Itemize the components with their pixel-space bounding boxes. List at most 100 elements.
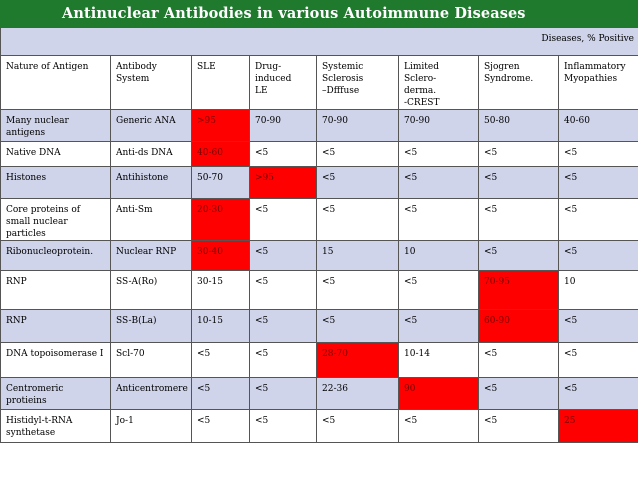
value-cell: <5 bbox=[191, 342, 250, 378]
antibody-cell: Jo-1 bbox=[110, 409, 192, 443]
title-bar: Antinuclear Antibodies in various Autoim… bbox=[0, 0, 638, 27]
antigen-cell: RNP bbox=[0, 309, 111, 343]
value-cell: 50-70 bbox=[191, 166, 250, 199]
value-cell: <5 bbox=[316, 309, 399, 343]
diseases-header: Diseases, % Positive bbox=[0, 27, 638, 56]
column-header: Antibody System bbox=[110, 55, 192, 110]
value-cell: <5 bbox=[249, 198, 317, 241]
antibody-cell: SS-A(Ro) bbox=[110, 270, 192, 310]
table-row: RNP SS-B(La) 10-15 <5 <5 <5 60-90 <5 bbox=[0, 309, 638, 343]
antigen-cell: Ribonucleoprotein. bbox=[0, 240, 111, 271]
value-cell: <5 bbox=[316, 141, 399, 167]
column-header: Limited Sclero- derma. -CREST bbox=[398, 55, 479, 110]
ana-table: Diseases, % Positive Nature of Antigen An… bbox=[0, 27, 638, 443]
value-cell: <5 bbox=[191, 377, 250, 410]
value-cell: <5 bbox=[478, 240, 559, 271]
highlighted-value-cell: >95 bbox=[249, 166, 317, 199]
antigen-cell: DNA topoisomerase I bbox=[0, 342, 111, 378]
value-cell: <5 bbox=[558, 377, 638, 410]
antibody-cell: Generic ANA bbox=[110, 109, 192, 142]
value-cell: <5 bbox=[478, 377, 559, 410]
highlighted-value-cell: 60-90 bbox=[478, 309, 559, 343]
antibody-cell: SS-B(La) bbox=[110, 309, 192, 343]
table-row: Many nuclear antigens Generic ANA >95 70-90… bbox=[0, 109, 638, 142]
value-cell: <5 bbox=[249, 377, 317, 410]
table-row: Core proteins of small nuclear particles… bbox=[0, 198, 638, 241]
antigen-cell: Native DNA bbox=[0, 141, 111, 167]
antigen-cell: Centromeric protieins bbox=[0, 377, 111, 410]
value-cell: <5 bbox=[398, 198, 479, 241]
value-cell: <5 bbox=[398, 141, 479, 167]
highlighted-value-cell: 40-60 bbox=[191, 141, 250, 167]
value-cell: <5 bbox=[558, 198, 638, 241]
value-cell: <5 bbox=[478, 342, 559, 378]
value-cell: <5 bbox=[558, 309, 638, 343]
value-cell: <5 bbox=[316, 270, 399, 310]
value-cell: <5 bbox=[249, 240, 317, 271]
value-cell: 70-90 bbox=[249, 109, 317, 142]
value-cell: 70-90 bbox=[316, 109, 399, 142]
value-cell: <5 bbox=[478, 409, 559, 443]
value-cell: <5 bbox=[558, 141, 638, 167]
value-cell: <5 bbox=[478, 198, 559, 241]
value-cell: <5 bbox=[249, 309, 317, 343]
value-cell: <5 bbox=[398, 270, 479, 310]
value-cell: <5 bbox=[478, 141, 559, 167]
value-cell: <5 bbox=[316, 409, 399, 443]
antigen-cell: Core proteins of small nuclear particles bbox=[0, 198, 111, 241]
antibody-cell: Anti-Sm bbox=[110, 198, 192, 241]
column-header: Systemic Sclerosis –Dfffuse bbox=[316, 55, 399, 110]
column-header: Sjogren Syndrome. bbox=[478, 55, 559, 110]
value-cell: 10 bbox=[398, 240, 479, 271]
highlighted-value-cell: 90 bbox=[398, 377, 479, 410]
column-header: Drug- induced LE bbox=[249, 55, 317, 110]
table-row: RNP SS-A(Ro) 30-15 <5 <5 <5 70-95 10 bbox=[0, 270, 638, 310]
value-cell: 15 bbox=[316, 240, 399, 271]
value-cell: <5 bbox=[558, 166, 638, 199]
antibody-cell: Scl-70 bbox=[110, 342, 192, 378]
value-cell: <5 bbox=[249, 342, 317, 378]
value-cell: 22-36 bbox=[316, 377, 399, 410]
table-row: Native DNA Anti-ds DNA 40-60 <5 <5 <5 <5 <5 bbox=[0, 141, 638, 167]
highlighted-value-cell: 20-30 bbox=[191, 198, 250, 241]
value-cell: 30-15 bbox=[191, 270, 250, 310]
antigen-cell: Histones bbox=[0, 166, 111, 199]
highlighted-value-cell: 30-40 bbox=[191, 240, 250, 271]
value-cell: <5 bbox=[249, 141, 317, 167]
column-header: Nature of Antigen bbox=[0, 55, 111, 110]
value-cell: <5 bbox=[558, 240, 638, 271]
value-cell: <5 bbox=[316, 198, 399, 241]
value-cell: 70-90 bbox=[398, 109, 479, 142]
table-row: Ribonucleoprotein. Nuclear RNP 30-40 <5 15 10… bbox=[0, 240, 638, 271]
column-header: Inflammatory Myopathies bbox=[558, 55, 638, 110]
table-row: Histones Antihistone 50-70 >95 <5 <5 <5 <5 bbox=[0, 166, 638, 199]
antigen-cell: RNP bbox=[0, 270, 111, 310]
antibody-cell: Nuclear RNP bbox=[110, 240, 192, 271]
value-cell: <5 bbox=[398, 309, 479, 343]
highlighted-value-cell: 25 bbox=[558, 409, 638, 443]
value-cell: <5 bbox=[249, 409, 317, 443]
table-row: DNA topoisomerase I Scl-70 <5 <5 28-70 10-14 <… bbox=[0, 342, 638, 378]
value-cell: 50-80 bbox=[478, 109, 559, 142]
table-row: Histidyl-t-RNA synthetase Jo-1 <5 <5 <5 <5 <5 2… bbox=[0, 409, 638, 443]
antibody-cell: Anti-ds DNA bbox=[110, 141, 192, 167]
antibody-cell: Anticentromere bbox=[110, 377, 192, 410]
antibody-cell: Antihistone bbox=[110, 166, 192, 199]
value-cell: 40-60 bbox=[558, 109, 638, 142]
column-header: SLE bbox=[191, 55, 250, 110]
value-cell: <5 bbox=[316, 166, 399, 199]
value-cell: <5 bbox=[558, 342, 638, 378]
value-cell: 10-14 bbox=[398, 342, 479, 378]
highlighted-value-cell: >95 bbox=[191, 109, 250, 142]
highlighted-value-cell: 28-70 bbox=[316, 342, 399, 378]
antigen-cell: Many nuclear antigens bbox=[0, 109, 111, 142]
value-cell: 10 bbox=[558, 270, 638, 310]
value-cell: <5 bbox=[398, 166, 479, 199]
value-cell: <5 bbox=[398, 409, 479, 443]
column-header-row: Nature of Antigen Antibody System SLE Drug-… bbox=[0, 55, 638, 110]
antigen-cell: Histidyl-t-RNA synthetase bbox=[0, 409, 111, 443]
slide-title: Antinuclear Antibodies in various Autoim… bbox=[62, 5, 526, 22]
diseases-header-row: Diseases, % Positive bbox=[0, 27, 638, 56]
table-row: Centromeric protieins Anticentromere <5 <5 2… bbox=[0, 377, 638, 410]
